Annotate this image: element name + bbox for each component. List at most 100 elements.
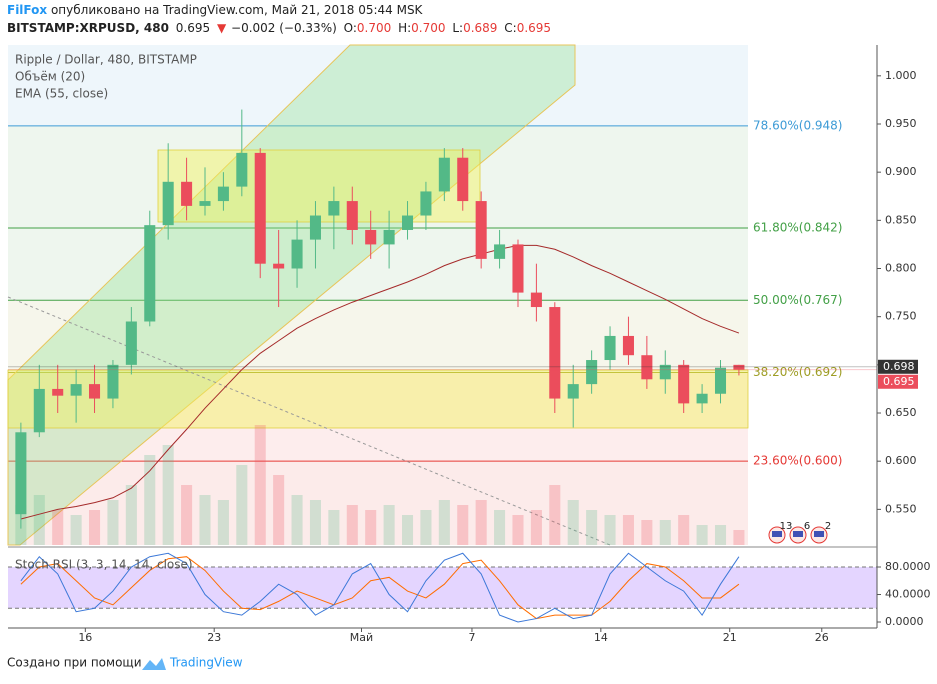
candle-body: [291, 239, 303, 269]
candle-body: [309, 215, 321, 240]
o-label: O:: [343, 21, 357, 35]
candle-body: [217, 186, 229, 202]
x-tick-label: 16: [78, 631, 92, 644]
candle-body: [144, 225, 156, 322]
volume-bar: [457, 505, 469, 545]
candle-body: [604, 335, 616, 361]
brand[interactable]: TradingView: [169, 656, 243, 670]
candle-body: [383, 229, 395, 245]
l-label: L:: [452, 21, 464, 35]
volume-bar: [678, 515, 690, 545]
c-label: C:: [504, 21, 517, 35]
volume-bar: [217, 500, 229, 545]
volume-bar: [420, 510, 432, 545]
volume-bar: [328, 510, 340, 545]
candle-body: [89, 384, 101, 399]
fib-band: [8, 45, 748, 126]
price-label: 0.698: [883, 360, 915, 373]
price-label-box: [878, 359, 918, 374]
change: −0.002 (−0.33%): [231, 21, 337, 35]
h-value: 0.700: [411, 21, 446, 35]
x-tick-label: 7: [468, 631, 475, 644]
h-label: H:: [398, 21, 412, 35]
volume-bar: [383, 505, 395, 545]
candle-body: [401, 215, 414, 230]
volume-bar: [733, 530, 745, 545]
candle-body: [162, 181, 174, 226]
y-tick-label: 0.750: [885, 310, 917, 323]
author[interactable]: FilFox: [7, 3, 48, 17]
volume-bar: [438, 500, 450, 545]
volume-legend: Объём (20): [15, 70, 85, 84]
volume-bar: [549, 485, 561, 545]
volume-bar: [162, 445, 174, 545]
rsi-legend: Stoch RSI (3, 3, 14, 14, close): [15, 558, 193, 572]
event-flag: [814, 531, 824, 537]
candle-body: [236, 152, 248, 187]
candle-body: [199, 201, 211, 206]
fib-label: 61.80%(0.842): [753, 221, 842, 235]
published: опубликовано на TradingView.com, Май 21,…: [50, 3, 423, 17]
price-label: 0.695: [883, 375, 915, 388]
candle-body: [457, 157, 469, 202]
volume-bar: [273, 475, 285, 545]
trend-line: [7, 296, 611, 546]
y-tick-label: 1.000: [885, 69, 917, 82]
volume-bar: [475, 500, 487, 545]
rsi-tick-label: 0.0000: [885, 615, 924, 628]
x-tick-label: 14: [594, 631, 608, 644]
fib-label: 23.60%(0.600): [753, 454, 842, 468]
o-value: 0.700: [356, 21, 392, 35]
volume-bar: [641, 520, 653, 545]
x-tick-label: Май: [350, 631, 373, 644]
rsi-tick-label: 80.0000: [885, 560, 931, 573]
x-tick-label: 21: [723, 631, 737, 644]
fib-band: [8, 461, 748, 545]
ema-line: [20, 244, 740, 520]
candle-body: [494, 244, 506, 259]
volume-bar: [52, 510, 64, 545]
volume-bar: [586, 510, 598, 545]
volume-bar: [309, 500, 321, 545]
candle-body: [181, 181, 193, 206]
y-tick-label: 0.900: [885, 165, 917, 178]
y-tick-label: 0.850: [885, 213, 917, 226]
volume-bar: [181, 485, 193, 545]
trend-channel: [7, 44, 576, 546]
symbol-line: BITSTAMP:XRPUSD, 480 0.695 ▼ −0.002 (−0.…: [7, 21, 554, 35]
candle-body: [70, 384, 82, 396]
candle-body: [733, 364, 745, 370]
candle-body: [622, 335, 634, 356]
fib-band: [8, 125, 748, 229]
event-count: 2: [825, 521, 831, 532]
fib-label: 50.00%(0.767): [753, 293, 842, 307]
chart-title: Ripple / Dollar, 480, BITSTAMP: [15, 53, 197, 67]
volume-bar: [401, 515, 414, 545]
candle-body: [328, 201, 340, 216]
candle-body: [696, 393, 708, 404]
candle-body: [365, 229, 377, 245]
volume-bar: [659, 520, 671, 545]
volume-bar: [107, 500, 119, 545]
candle-body: [52, 388, 64, 396]
symbol: BITSTAMP:XRPUSD, 480: [7, 21, 169, 35]
candle-body: [659, 364, 671, 380]
fib-band: [8, 372, 748, 462]
header-line: FilFox опубликовано на TradingView.com, …: [7, 3, 425, 17]
volume-bar: [512, 515, 524, 545]
volume-bar: [236, 465, 248, 545]
volume-bar: [567, 500, 579, 545]
price-label-box: [878, 374, 918, 389]
candle-body: [254, 152, 266, 264]
volume-bar: [696, 525, 708, 545]
volume-bar: [254, 425, 266, 545]
event-flag: [793, 531, 803, 537]
brand-logo[interactable]: TradingView: [142, 656, 243, 671]
volume-bar: [365, 510, 377, 545]
y-tick-label: 0.800: [885, 262, 917, 275]
y-tick-label: 0.600: [885, 454, 917, 467]
candle-body: [420, 191, 432, 216]
y-tick-label: 0.550: [885, 502, 917, 515]
volume-bar: [89, 510, 101, 545]
